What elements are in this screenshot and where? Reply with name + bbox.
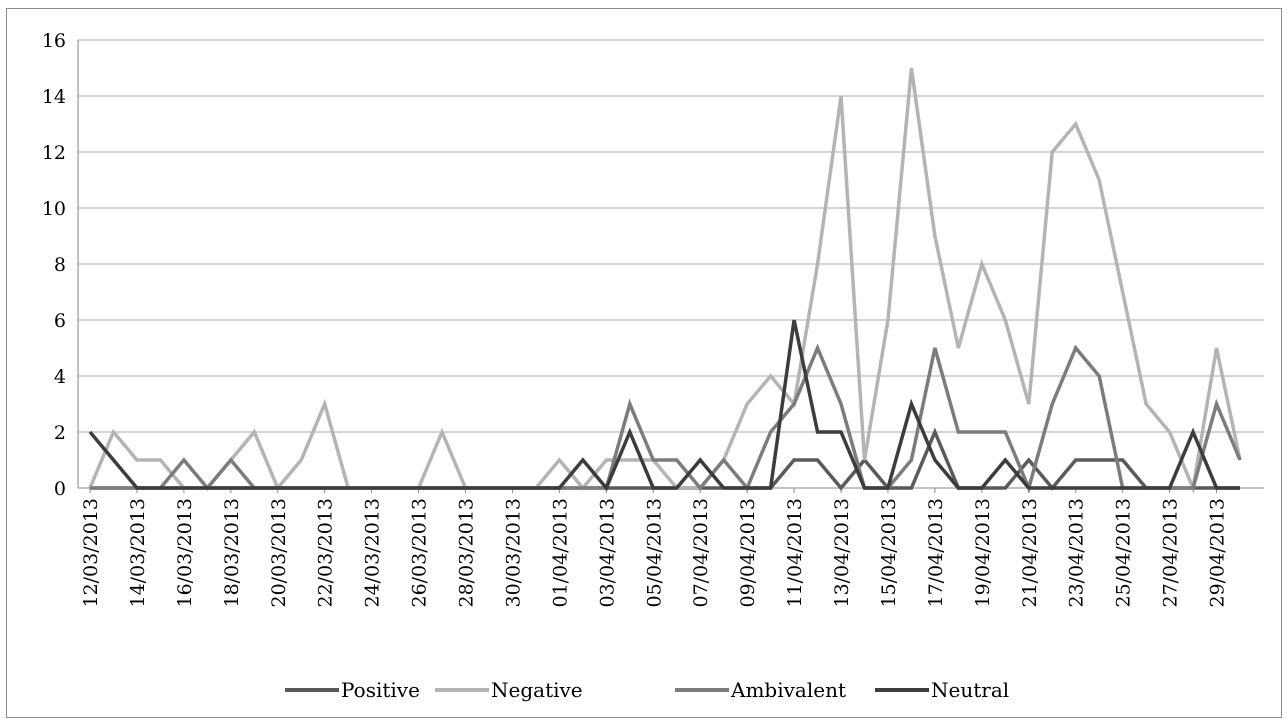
y-tick-label: 14 <box>42 86 66 108</box>
y-tick-label: 16 <box>42 30 66 52</box>
x-tick-label: 09/04/2013 <box>737 498 759 608</box>
y-tick-label: 10 <box>42 198 66 220</box>
x-tick-label: 21/04/2013 <box>1019 498 1041 608</box>
y-tick-label: 12 <box>42 142 66 164</box>
x-tick-label: 27/04/2013 <box>1160 498 1182 608</box>
x-tick-label: 18/03/2013 <box>221 498 243 608</box>
x-tick-label: 12/03/2013 <box>80 498 102 608</box>
x-tick-label: 29/04/2013 <box>1207 498 1229 608</box>
legend-label-positive: Positive <box>341 678 420 702</box>
x-tick-label: 16/03/2013 <box>174 498 196 608</box>
x-tick-label: 25/04/2013 <box>1113 498 1135 608</box>
y-tick-label: 0 <box>54 478 66 500</box>
y-tick-label: 6 <box>54 310 66 332</box>
x-tick-label: 01/04/2013 <box>549 498 571 608</box>
y-tick-label: 2 <box>54 422 66 444</box>
legend-label-negative: Negative <box>491 678 583 702</box>
x-tick-label: 11/04/2013 <box>784 498 806 608</box>
legend-label-neutral: Neutral <box>931 678 1009 702</box>
series-line-neutral <box>88 319 1240 492</box>
y-tick-label: 4 <box>54 366 66 388</box>
x-tick-label: 14/03/2013 <box>127 498 149 608</box>
y-tick-label: 8 <box>54 254 66 276</box>
x-tick-label: 05/04/2013 <box>643 498 665 608</box>
x-tick-label: 19/04/2013 <box>972 498 994 608</box>
x-tick-label: 23/04/2013 <box>1066 498 1088 608</box>
legend-label-ambivalent: Ambivalent <box>730 678 846 702</box>
series-line-ambivalent <box>90 343 1242 494</box>
series-lines <box>88 67 1242 495</box>
x-tick-label: 03/04/2013 <box>596 498 618 608</box>
y-axis-ticks: 0 2 4 6 8 10 12 14 16 <box>42 30 66 500</box>
x-tick-label: 20/03/2013 <box>268 498 290 608</box>
x-tick-label: 17/04/2013 <box>925 498 947 608</box>
x-tick-label: 07/04/2013 <box>690 498 712 608</box>
x-tick-label: 22/03/2013 <box>315 498 337 608</box>
x-tick-label: 13/04/2013 <box>831 498 853 608</box>
x-tick-label: 26/03/2013 <box>409 498 431 608</box>
series-line-negative <box>88 67 1242 495</box>
x-axis-ticks: 12/03/2013 14/03/2013 16/03/2013 18/03/2013… <box>80 488 1229 608</box>
legend: Positive Negative Ambivalent Neutral <box>285 678 1009 702</box>
x-tick-label: 24/03/2013 <box>362 498 384 608</box>
x-tick-label: 15/04/2013 <box>878 498 900 608</box>
x-tick-label: 28/03/2013 <box>456 498 478 608</box>
gridlines <box>77 39 1264 489</box>
x-tick-label: 30/03/2013 <box>502 498 524 608</box>
